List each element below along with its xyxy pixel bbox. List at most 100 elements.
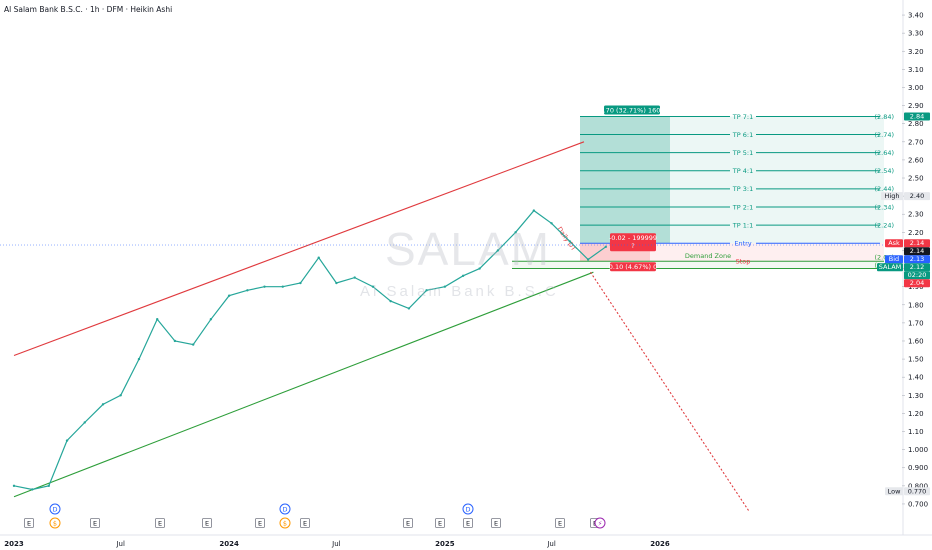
price-point <box>191 343 195 346</box>
target-zone-filled <box>580 116 670 244</box>
price-point <box>101 403 105 406</box>
price-point <box>389 299 392 303</box>
event-marker: E <box>558 520 562 528</box>
event-marker-top: D <box>52 506 57 514</box>
price-point <box>317 256 320 259</box>
price-tag-bg <box>904 192 930 201</box>
price-point <box>550 222 553 225</box>
y-tick-label: 1.40 <box>908 374 924 382</box>
price-tag-value: 2.84 <box>910 112 924 120</box>
price-point <box>83 421 86 424</box>
y-tick-label: 2.20 <box>908 229 924 237</box>
target-box-label: 0.70 (32.71%) 1600 <box>599 106 664 114</box>
risk-info-sub: ? <box>631 242 634 250</box>
target-box <box>604 105 660 115</box>
event-marker: E <box>27 520 31 528</box>
price-tag-value: 2.12 <box>910 263 924 271</box>
y-tick-label: 2.60 <box>908 156 924 164</box>
dividend-announcement-icon <box>462 503 474 515</box>
price-tag-bg <box>904 263 930 272</box>
x-tick-label: 2026 <box>650 540 670 548</box>
tp-label: TP 6:1 <box>732 131 753 139</box>
event-marker: $ <box>283 520 287 528</box>
price-point <box>586 258 590 261</box>
risk-info: -0.02 - 199999 <box>609 234 657 242</box>
x-tick-label: Jul <box>546 540 556 548</box>
y-tick-label: 3.30 <box>908 30 924 38</box>
tp-label: TP 5:1 <box>732 149 753 157</box>
tp-price-label: (2.24) <box>874 221 894 229</box>
chart-title: Al Salam Bank B.S.C. · 1h · DFM · Heikin… <box>4 5 173 14</box>
price-tag-label: Ask <box>888 239 900 247</box>
symbol-watermark: SALAM <box>385 223 551 275</box>
demand-price-label: (2.04) <box>874 254 894 262</box>
x-tick-label: 2024 <box>219 540 239 548</box>
price-tag-value: 2.04 <box>910 279 924 287</box>
y-tick-label: 3.20 <box>908 48 924 56</box>
dividend-announcement-icon <box>49 503 61 515</box>
earnings-icon <box>24 518 34 528</box>
tp-label: TP 1:1 <box>732 221 753 229</box>
y-tick-label: 1.30 <box>908 392 924 400</box>
price-tag-bg <box>904 271 930 280</box>
price-point <box>514 231 517 234</box>
tp-price-label: (2.74) <box>874 131 894 139</box>
price-tag-bg <box>904 255 930 264</box>
price-line <box>13 209 607 491</box>
price-tag-bg <box>904 239 930 248</box>
risk-info-box <box>610 233 656 252</box>
price-tag-value: 2.13 <box>910 255 924 263</box>
earnings-icon <box>155 518 165 528</box>
price-tag-value: 2.14 <box>910 239 924 247</box>
tp-label: TP 7:1 <box>732 113 753 121</box>
earnings-icon <box>300 518 310 528</box>
price-point <box>119 394 122 397</box>
y-tick-label: 2.30 <box>908 211 924 219</box>
price-point <box>137 357 141 361</box>
demand-zone <box>512 261 884 269</box>
y-tick-label: 1.10 <box>908 428 924 436</box>
tp-label: TP 4:1 <box>732 167 753 175</box>
price-tag-value: 2.40 <box>910 192 924 200</box>
event-marker-top: D <box>282 506 287 514</box>
tp-price-label: (2.34) <box>874 203 894 211</box>
earnings-icon <box>255 518 265 528</box>
price-point <box>335 281 338 285</box>
entry-label: Entry <box>734 240 751 248</box>
price-tag-bg <box>904 112 930 121</box>
earnings-icon <box>403 518 413 528</box>
y-tick-label: 2.50 <box>908 175 924 183</box>
price-point <box>532 209 536 212</box>
y-tick-label: 0.800 <box>908 482 928 490</box>
risk-box-label: 0.10 (4.67%) 0 <box>609 263 657 271</box>
earnings-icon <box>435 518 445 528</box>
y-tick-label: 0.900 <box>908 464 928 472</box>
y-tick-label: 3.40 <box>908 12 924 20</box>
earnings-icon <box>463 518 473 528</box>
price-tag-value: 0.770 <box>908 487 927 495</box>
x-tick-label: Jul <box>115 540 125 548</box>
stop-label: Stop <box>736 258 751 266</box>
y-tick-label: 0.700 <box>908 500 928 508</box>
price-point <box>12 484 16 488</box>
demand-zone-label: Demand Zone <box>685 252 731 260</box>
price-point <box>227 294 231 297</box>
price-point <box>31 488 34 491</box>
price-tag-value: 2.14 <box>910 247 924 255</box>
price-point <box>299 281 302 285</box>
y-tick-label: 3.10 <box>908 66 924 74</box>
y-tick-label: 1.70 <box>908 319 924 327</box>
symbol-name-watermark: Al Salam Bank B.S.C <box>360 283 559 300</box>
price-point <box>568 240 572 243</box>
price-tag-label-bg <box>885 255 903 264</box>
price-point <box>263 285 266 288</box>
trendline-upper-channel <box>13 141 585 356</box>
price-point <box>443 285 447 288</box>
event-marker: E <box>438 520 442 528</box>
event-marker: E <box>158 520 162 528</box>
price-tag-bg <box>904 279 930 288</box>
dividend-icon <box>279 517 291 529</box>
price-tag-label: Bid <box>889 255 899 263</box>
dividend-icon <box>49 517 61 529</box>
